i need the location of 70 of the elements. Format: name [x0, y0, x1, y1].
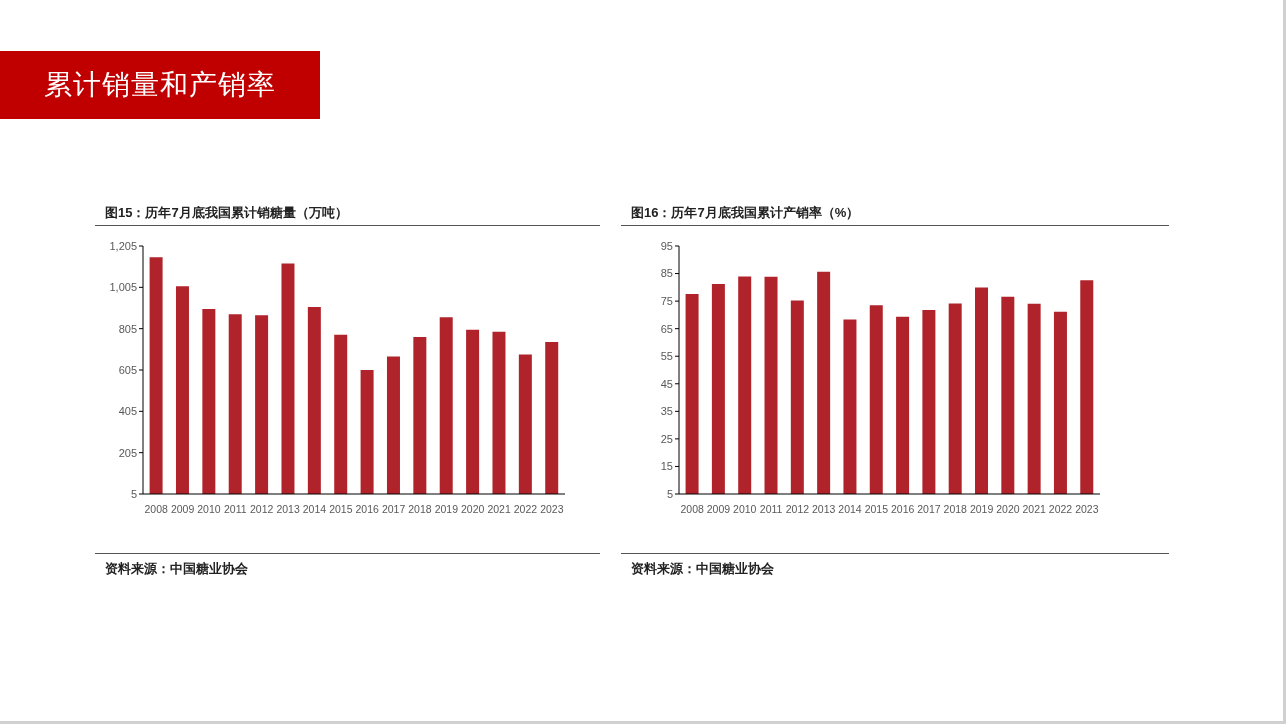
bar [413, 336, 427, 494]
x-tick-label: 2009 [170, 503, 195, 516]
x-tick-label: 2021 [487, 503, 511, 516]
y-tick-label: 35 [660, 405, 673, 418]
bar [439, 317, 453, 494]
y-tick-label: 205 [118, 446, 137, 459]
x-tick-label: 2011 [759, 503, 783, 516]
bar [360, 370, 374, 494]
x-tick-label: 2010 [733, 503, 757, 516]
x-tick-label: 2011 [224, 503, 247, 516]
x-tick-label: 2022 [1048, 503, 1073, 516]
y-tick-label: 15 [660, 460, 673, 473]
x-tick-label: 2018 [408, 503, 432, 516]
y-tick-label: 5 [666, 487, 673, 500]
bar [149, 257, 163, 494]
bar [202, 309, 216, 494]
x-tick-label: 2020 [461, 503, 485, 516]
bar [334, 334, 348, 494]
x-tick-label: 2009 [706, 503, 731, 516]
x-tick-label: 2013 [812, 503, 836, 516]
bar [492, 331, 506, 494]
bar [545, 342, 559, 494]
y-tick-label: 605 [118, 363, 137, 376]
bar [518, 354, 532, 494]
x-tick-label: 2016 [355, 503, 380, 516]
x-tick-label: 2023 [540, 503, 564, 516]
x-tick-label: 2017 [381, 503, 406, 516]
bar [281, 263, 295, 494]
x-tick-label: 2022 [513, 503, 538, 516]
x-tick-label: 2013 [276, 503, 300, 516]
y-tick-label: 1,005 [109, 281, 137, 294]
y-tick-label: 405 [118, 405, 137, 418]
y-tick-label: 1,205 [109, 239, 137, 252]
y-tick-label: 55 [660, 350, 673, 363]
x-tick-label: 2017 [917, 503, 941, 516]
x-tick-label: 2014 [302, 503, 327, 516]
x-tick-label: 2021 [1022, 503, 1047, 516]
chart-title: 图15：历年7月底我国累计销糖量（万吨） [105, 204, 348, 222]
y-tick-label: 95 [660, 239, 673, 252]
y-tick-label: 805 [118, 322, 137, 335]
y-tick-label: 65 [660, 322, 673, 335]
x-tick-label: 2023 [1075, 503, 1099, 516]
text: 资料来源：中国糖业协会 [631, 560, 774, 578]
text: 资料来源：中国糖业协会 [105, 560, 248, 578]
bar [228, 314, 242, 494]
bar [255, 315, 269, 494]
y-tick-label: 5 [130, 487, 137, 500]
x-tick-label: 2012 [785, 503, 810, 516]
y-tick-label: 85 [660, 267, 673, 280]
x-tick-label: 2020 [996, 503, 1020, 516]
y-tick-label: 75 [660, 295, 673, 308]
x-tick-label: 2010 [197, 503, 221, 516]
y-tick-label: 45 [660, 377, 673, 390]
x-tick-label: 2012 [250, 503, 274, 516]
x-tick-label: 2008 [680, 503, 704, 516]
x-tick-label: 2019 [969, 503, 994, 516]
x-tick-label: 2008 [144, 503, 169, 516]
bar [386, 356, 400, 494]
chart-title: 图16：历年7月底我国累计产销率（%） [631, 204, 860, 222]
x-tick-label: 2015 [864, 503, 889, 516]
x-tick-label: 2019 [434, 503, 459, 516]
x-tick-label: 2015 [329, 503, 353, 516]
bar [307, 306, 321, 494]
text: 累计销量和产销率 [44, 68, 276, 102]
x-tick-label: 2016 [890, 503, 915, 516]
x-tick-label: 2018 [943, 503, 968, 516]
bar [466, 329, 480, 494]
y-tick-label: 25 [660, 432, 673, 445]
bar [175, 286, 189, 494]
x-tick-label: 2014 [838, 503, 862, 516]
